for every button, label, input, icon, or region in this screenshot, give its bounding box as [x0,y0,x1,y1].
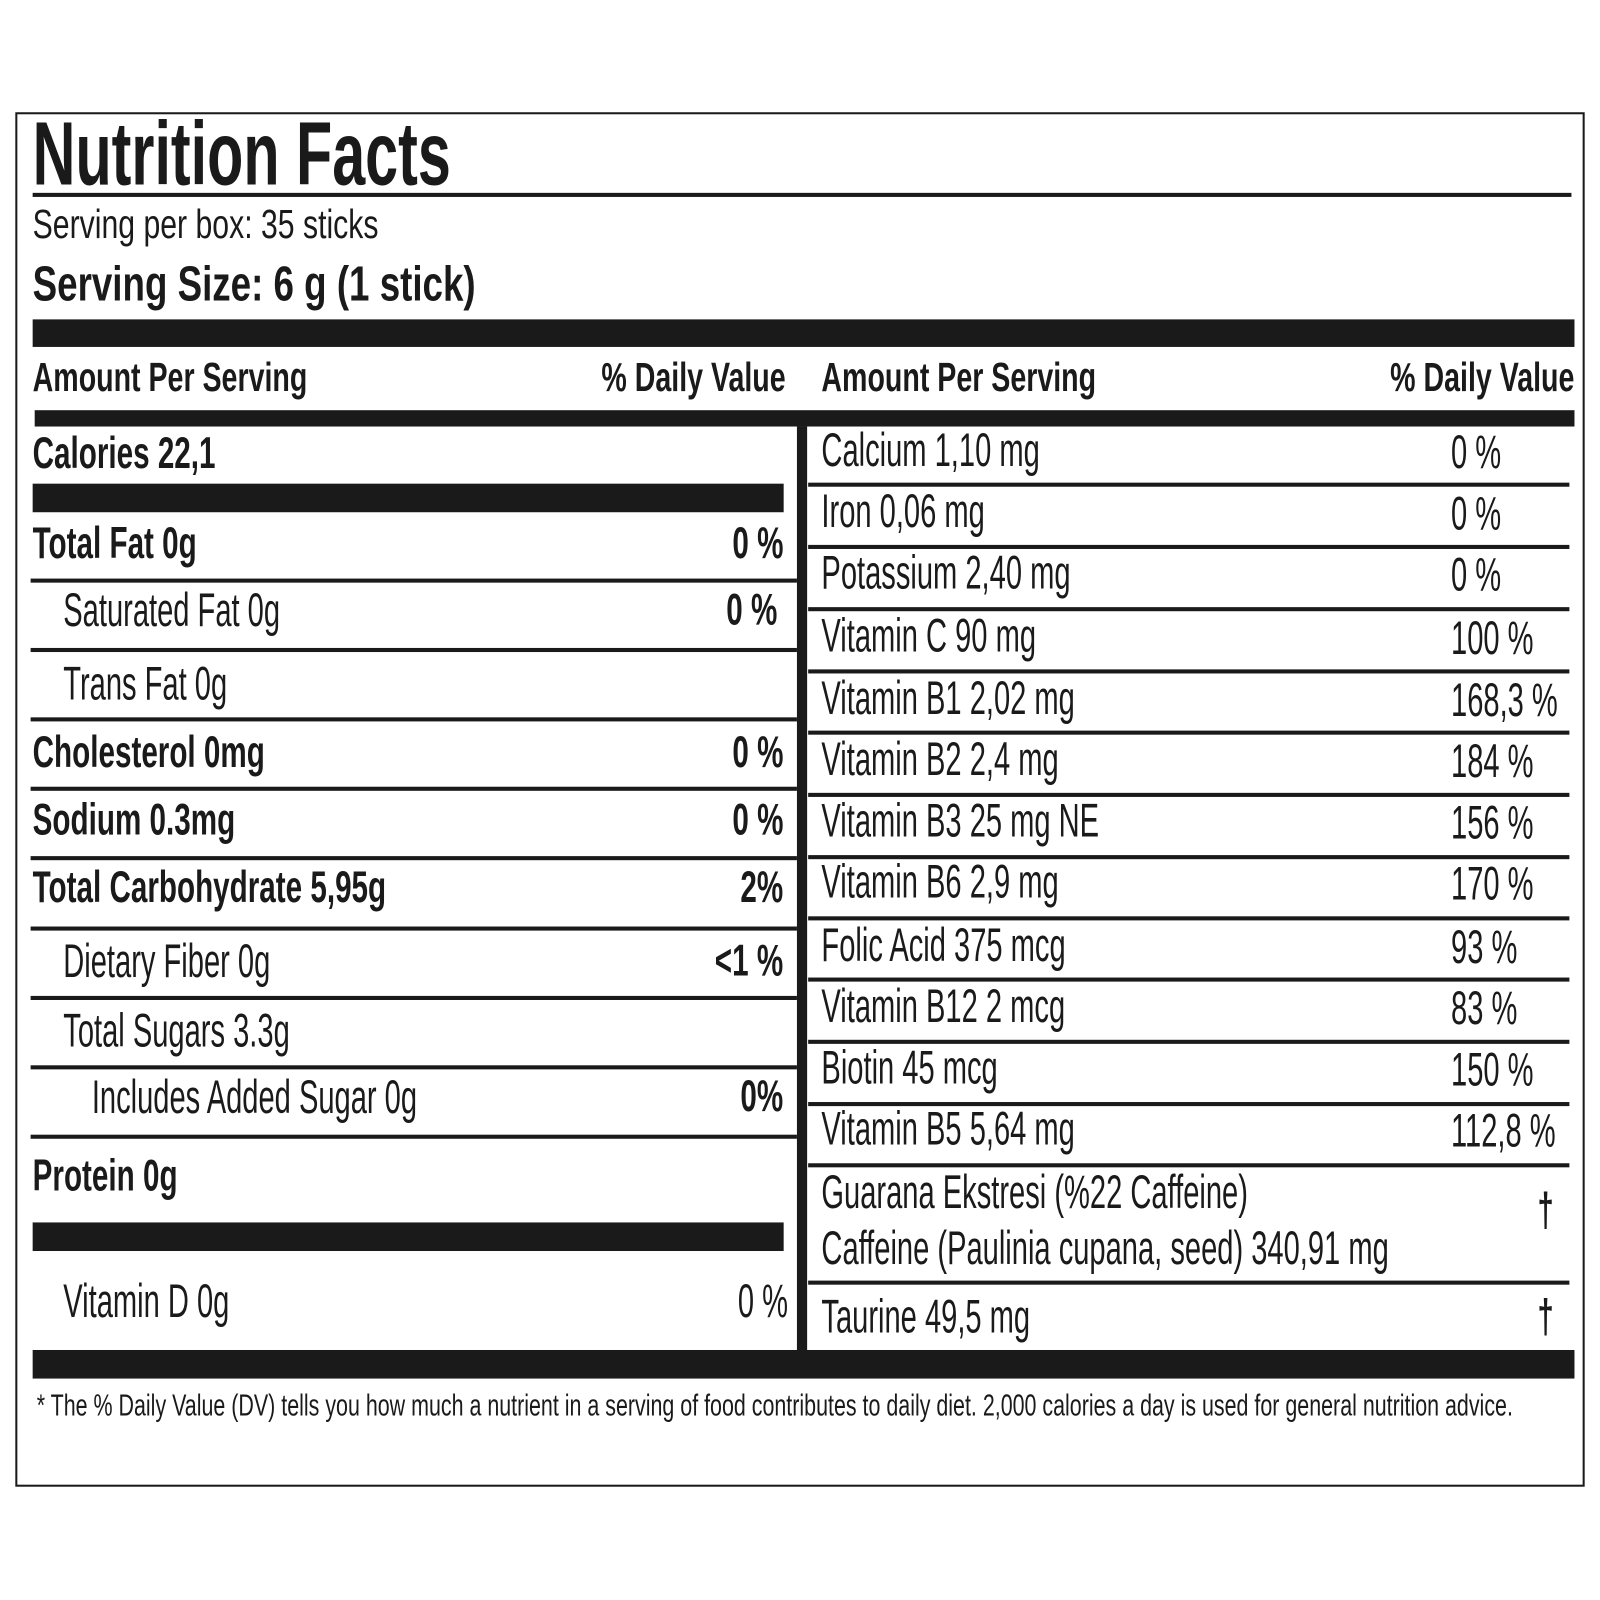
header-amount: Amount Per Serving [32,355,308,400]
row-dv: 2% [740,862,784,913]
row-dv: 156 % [1451,795,1534,849]
row-dv: 0 % [732,518,784,569]
row-name: Total Fat 0g [32,518,197,569]
rule [808,1163,1570,1168]
row-name: Vitamin B1 2,02 mg [821,671,1075,725]
serving-size: Serving Size: 6 g (1 stick) [32,257,476,312]
row-name: Guarana Ekstresi (%22 Caffeine) [821,1164,1248,1219]
rule [808,1102,1570,1107]
row-name: Calories 22,1 [32,428,216,479]
row-name: Includes Added Sugar 0g [91,1070,418,1124]
row-dv: 83 % [1451,981,1518,1035]
row-name: Calcium 1,10 mg [821,423,1040,477]
rule [30,995,797,1000]
rule [808,1039,1570,1044]
row-name: Saturated Fat 0g [63,583,281,637]
row-name: Sodium 0.3mg [32,794,236,845]
divider [796,426,808,1350]
serving-per-box: Serving per box: 35 sticks [32,202,379,247]
row-name: Caffeine (Paulinia cupana, seed) 340,91 … [821,1221,1389,1275]
row-name: Potassium 2,40 mg [821,545,1071,599]
row-name: Protein 0g [32,1150,178,1201]
header-dv: % Daily Value [601,355,786,400]
rule [808,607,1570,612]
rule [30,717,797,722]
rule [30,578,797,583]
row-dv: † [1537,1183,1555,1237]
border [15,112,1585,1487]
row-name: Vitamin B3 25 mg NE [821,793,1100,847]
row-name: Iron 0,06 mg [821,484,985,538]
rule [30,1134,797,1139]
bar [34,410,1575,427]
header-amount: Amount Per Serving [821,355,1097,400]
row-dv: 0 % [1451,425,1502,479]
row-dv: 170 % [1451,856,1534,910]
row-name: Taurine 49,5 mg [821,1289,1031,1343]
rule [32,192,1572,197]
row-dv: † [1537,1289,1555,1343]
rule [30,786,797,791]
row-name: Vitamin D 0g [63,1274,230,1328]
row-dv: 0 % [732,727,784,778]
row-dv: 100 % [1451,610,1534,664]
row-name: Total Carbohydrate 5,95g [32,862,387,913]
thick-bar [32,319,1575,347]
rule [808,730,1570,735]
rule [808,482,1570,487]
row-name: Vitamin B6 2,9 mg [821,854,1059,908]
bar [32,483,784,513]
rule [30,926,797,931]
row-dv: 0 % [1451,547,1502,601]
row-name: Vitamin C 90 mg [821,608,1037,662]
rule [30,856,797,861]
row-name: Vitamin B5 5,64 mg [821,1101,1075,1155]
row-dv: 112,8 % [1451,1103,1556,1157]
rule [808,977,1570,982]
rule [808,1280,1570,1285]
rule [30,1065,797,1070]
row-dv: 93 % [1451,920,1518,974]
thick-bar [32,1349,1575,1379]
title: Nutrition Facts [32,102,451,204]
header-dv: % Daily Value [1390,355,1575,400]
rule [808,792,1570,797]
row-dv: 0 % [732,794,784,845]
rule [808,544,1570,549]
row-dv: 0 % [737,1274,788,1328]
row-name: Dietary Fiber 0g [63,934,271,988]
bar [32,1222,784,1252]
rule [30,647,797,653]
row-name: Biotin 45 mcg [821,1040,998,1094]
row-name: Folic Acid 375 mcg [821,918,1066,972]
rule [808,855,1570,860]
rule [808,669,1570,674]
row-dv: 0 % [1451,486,1502,540]
row-dv: <1 % [715,935,784,986]
rule [808,916,1570,921]
row-dv: 0 % [726,584,778,635]
row-name: Total Sugars 3.3g [63,1003,290,1057]
row-name: Trans Fat 0g [63,656,228,710]
row-name: Vitamin B12 2 mcg [821,979,1066,1033]
row-dv: 150 % [1451,1042,1534,1096]
footnote: * The % Daily Value (DV) tells you how m… [36,1388,1513,1423]
row-dv: 184 % [1451,734,1534,788]
row-dv: 0% [740,1071,784,1122]
row-name: Vitamin B2 2,4 mg [821,732,1059,786]
row-name: Cholesterol 0mg [32,727,265,778]
row-dv: 168,3 % [1451,673,1558,727]
